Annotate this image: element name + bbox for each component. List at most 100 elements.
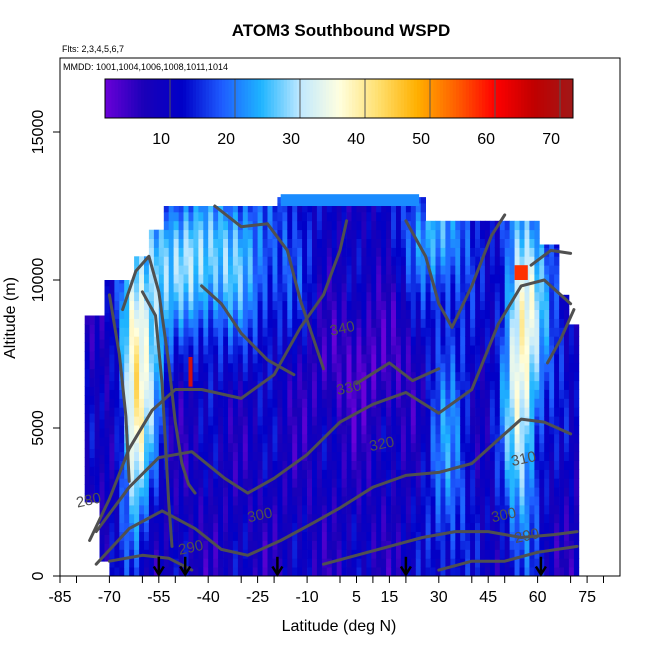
heat-cell <box>573 469 580 479</box>
heat-cell <box>321 371 328 382</box>
heat-cell <box>341 309 347 319</box>
heat-cell <box>534 433 540 444</box>
heat-cell <box>297 416 303 426</box>
heat-cell <box>203 407 209 417</box>
heat-cell <box>139 451 145 461</box>
colorbar-cell <box>257 79 262 118</box>
heat-cell <box>139 433 145 444</box>
heat-cell <box>336 211 342 222</box>
heat-cell <box>415 487 422 497</box>
heat-cell <box>292 238 298 248</box>
heat-cell <box>381 416 387 426</box>
heat-cell <box>465 540 471 550</box>
heat-cell <box>381 558 387 568</box>
heat-cell <box>450 291 456 302</box>
heat-cell <box>163 309 170 319</box>
heat-cell <box>460 380 466 390</box>
heat-cell <box>114 505 120 515</box>
heat-cell <box>420 197 426 204</box>
heat-cell <box>297 425 303 435</box>
heat-cell <box>410 531 417 541</box>
heat-cell <box>484 318 491 328</box>
heat-cell <box>519 229 525 239</box>
heat-cell <box>435 336 441 346</box>
heat-cell <box>396 558 402 568</box>
heat-cell <box>371 238 377 248</box>
heat-cell <box>554 274 560 284</box>
heat-cell <box>302 540 308 550</box>
heat-cell <box>168 327 174 337</box>
heat-cell <box>262 567 268 577</box>
heat-cell <box>554 416 560 426</box>
heat-cell <box>559 362 565 373</box>
heat-cell <box>529 309 535 319</box>
heat-cell <box>213 407 219 417</box>
heat-cell <box>524 433 530 444</box>
heat-cell <box>514 309 520 319</box>
heat-cell <box>183 300 189 310</box>
heat-cell <box>341 558 347 568</box>
heat-cell <box>460 416 466 426</box>
heat-cell <box>331 469 338 479</box>
heat-cell <box>272 505 278 515</box>
heat-cell <box>341 425 347 435</box>
heat-cell <box>302 549 308 559</box>
heat-cell <box>89 377 95 387</box>
heat-cell <box>425 398 431 408</box>
heat-cell <box>346 478 352 488</box>
heat-cell <box>134 567 140 577</box>
heat-cell <box>223 496 229 506</box>
heat-cell <box>287 274 293 284</box>
heat-cell <box>564 354 570 364</box>
heat-cell <box>559 451 565 461</box>
heat-cell <box>213 549 219 559</box>
heat-cell <box>450 256 456 266</box>
heat-cell <box>559 531 565 541</box>
heat-cell <box>554 318 560 328</box>
heat-cell <box>450 531 456 541</box>
heat-cell <box>514 291 520 302</box>
heat-cell <box>356 247 362 257</box>
heat-cell <box>435 451 441 461</box>
heat-cell <box>277 256 283 266</box>
heat-cell <box>484 274 491 284</box>
heat-cell <box>351 362 357 373</box>
heat-cell <box>391 371 397 382</box>
heat-cell <box>396 318 402 328</box>
heat-cell <box>336 487 342 497</box>
heat-cell <box>94 484 100 494</box>
heat-cell <box>213 460 219 470</box>
heat-cell <box>430 371 436 382</box>
heat-cell <box>356 283 362 293</box>
heat-cell <box>237 206 244 213</box>
heat-cell <box>158 327 165 337</box>
heat-cell <box>158 229 165 239</box>
heat-cell <box>559 469 565 479</box>
heat-cell <box>470 398 476 408</box>
heat-cell <box>223 487 229 497</box>
heat-cell <box>247 478 254 488</box>
heat-cell <box>539 244 545 248</box>
heat-cell <box>371 513 377 524</box>
heat-cell <box>460 407 466 417</box>
heat-cell <box>297 300 303 310</box>
heat-cell <box>366 433 372 444</box>
heat-cell <box>312 567 318 577</box>
heat-cell <box>514 549 520 559</box>
heat-cell <box>89 466 95 476</box>
heat-cell <box>297 407 303 417</box>
heat-cell <box>351 283 357 293</box>
heat-cell <box>267 206 273 213</box>
heat-cell <box>237 336 244 346</box>
heat-cell <box>114 487 120 497</box>
heat-cell <box>504 478 510 488</box>
heat-cell <box>539 469 545 479</box>
heat-cell <box>410 407 417 417</box>
heat-cell <box>232 354 239 364</box>
heat-cell <box>228 318 234 328</box>
heat-cell <box>114 451 120 461</box>
heat-cell <box>396 496 402 506</box>
heat-cell <box>435 505 441 515</box>
heat-cell <box>321 336 328 346</box>
heat-cell <box>331 318 338 328</box>
